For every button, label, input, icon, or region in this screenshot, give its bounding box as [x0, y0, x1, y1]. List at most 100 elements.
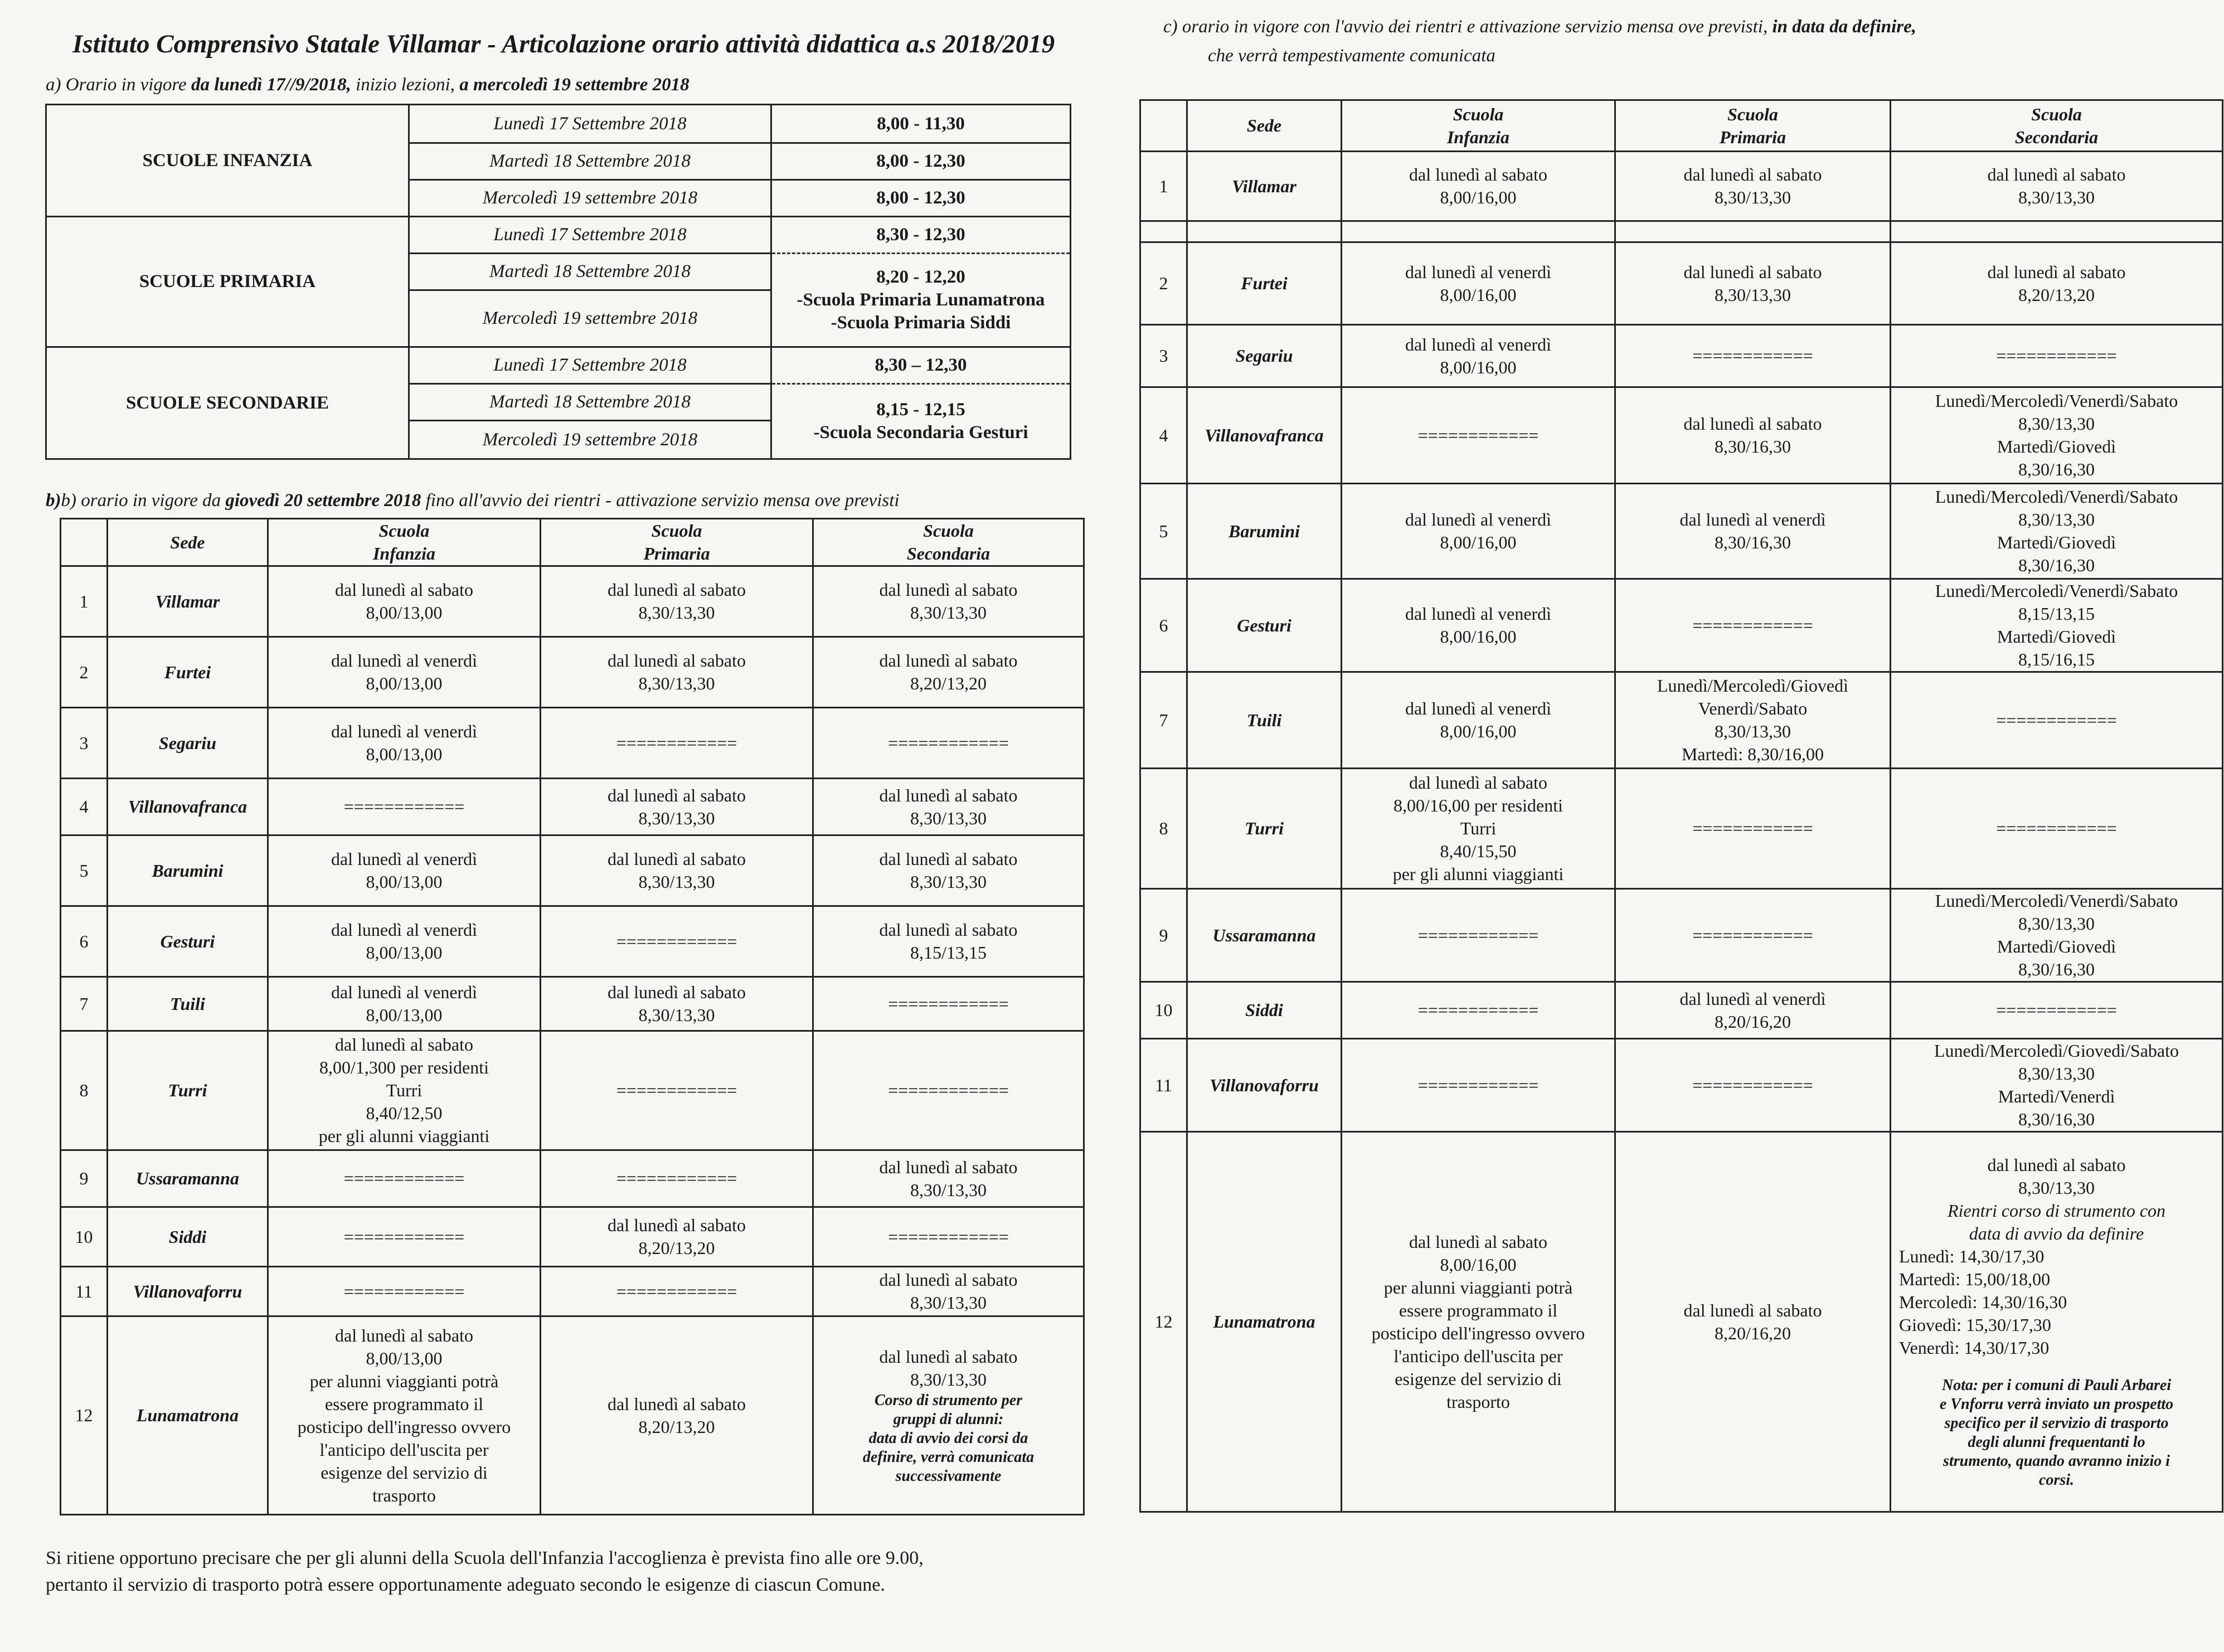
cell-scuola-infanzia: dal lunedì al sabato 8,00/1,300 per resi… [267, 1030, 541, 1151]
cell-text-part: Nota: per i comuni di Pauli Arbarei e Vn… [1939, 1377, 2174, 1489]
cell-scuola-primaria: ============ [540, 1030, 814, 1151]
cell-scuola-primaria: dal lunedì al sabato 8,30/13,30 [540, 565, 814, 638]
time-cell: 8,15 - 12,15 -Scuola Secondaria Gesturi [770, 383, 1071, 460]
table-row: 10 Siddi ============ dal lunedì al sabato … [60, 1206, 1085, 1267]
cell-scuola-infanzia: ============ [1341, 386, 1616, 484]
cell-scuola-infanzia: dal lunedì al venerdì 8,00/13,00 [267, 834, 541, 907]
cell-sede [1186, 220, 1342, 243]
cell-row-number: 10 [1139, 981, 1188, 1039]
day-cell: Lunedì 17 Settembre 2018 [408, 346, 772, 385]
cell-sede: Barumini [1186, 483, 1342, 580]
cell-sede: Villanovafranca [106, 778, 269, 836]
cell-row-number: 3 [60, 707, 108, 779]
table-row: 6 Gesturi dal lunedì al venerdì 8,00/13,00… [60, 905, 1085, 978]
cell-scuola-primaria: dal lunedì al venerdì 8,20/16,20 [1614, 981, 1891, 1039]
header-row: Sede Scuola Infanzia Scuola Primaria Scuola… [1139, 99, 2223, 152]
cell-row-number: 2 [1139, 241, 1188, 325]
cell-scuola-secondaria: ============ [1890, 671, 2223, 769]
cell-scuola-infanzia: ============ [267, 778, 541, 836]
cell-sede: Ussaramanna [1186, 888, 1342, 983]
cell-scuola-primaria: dal lunedì al sabato 8,30/13,30 [1614, 150, 1891, 222]
cell-scuola-secondaria: Lunedì/Mercoledì/Venerdì/Sabato 8,30/13,… [1890, 888, 2223, 983]
cell-scuola-secondaria: dal lunedì al sabato 8,30/13,30 [1890, 150, 2223, 222]
table-row: 5 Barumini dal lunedì al venerdì 8,00/16,0… [1139, 483, 2223, 580]
cell-scuola-primaria: ============ [1614, 767, 1891, 890]
cell-row-number: 10 [60, 1206, 108, 1267]
time-cell: 8,00 - 12,30 [770, 142, 1071, 181]
day-cell: Martedì 18 Settembre 2018 [408, 142, 772, 181]
cell-scuola-secondaria [1890, 220, 2223, 243]
cell-sede: Villanovaforru [106, 1266, 269, 1317]
cell-text-part: dal lunedì al sabato 8,30/13,30 [1987, 1155, 2126, 1198]
header-sede: Sede [1186, 99, 1342, 152]
cell-scuola-primaria: Lunedì/Mercoledì/Giovedì Venerdì/Sabato … [1614, 671, 1891, 769]
section-a-heading: a) Orario in vigore da lunedì 17//9/2018… [46, 75, 689, 95]
cell-scuola-primaria: dal lunedì al sabato 8,30/13,30 [540, 976, 814, 1032]
cell-row-number: 12 [1139, 1131, 1188, 1513]
cell-scuola-infanzia: ============ [1341, 981, 1616, 1039]
table-row: 12 Lunamatrona dal lunedì al sabato 8,00/1… [60, 1315, 1085, 1515]
group-name: SCUOLE PRIMARIA [45, 216, 410, 348]
cell-scuola-infanzia: ============ [267, 1149, 541, 1208]
table-b: Sede Scuola Infanzia Scuola Primaria Scuola… [60, 518, 1085, 1515]
cell-scuola-primaria: ============ [540, 707, 814, 779]
table-row: 7 Tuili dal lunedì al venerdì 8,00/13,00 da… [60, 976, 1085, 1032]
cell-scuola-secondaria: ============ [1890, 767, 2223, 890]
header-scuola-secondaria: Scuola Secondaria [812, 518, 1085, 567]
cell-sede: Lunamatrona [106, 1315, 269, 1515]
cell-scuola-secondaria: ============ [812, 1030, 1085, 1151]
day-cell: Martedì 18 Settembre 2018 [408, 383, 772, 421]
cell-scuola-primaria: dal lunedì al venerdì 8,30/16,30 [1614, 483, 1891, 580]
header-scuola-primaria: Scuola Primaria [1614, 99, 1891, 152]
cell-sede: Turri [1186, 767, 1342, 890]
header-scuola-secondaria: Scuola Secondaria [1890, 99, 2223, 152]
cell-scuola-secondaria: ============ [1890, 324, 2223, 388]
table-row: 10 Siddi ============ dal lunedì al venerdì… [1139, 981, 2223, 1039]
cell-scuola-primaria: ============ [1614, 578, 1891, 673]
cell-scuola-secondaria: Lunedì/Mercoledì/Venerdì/Sabato 8,15/13,… [1890, 578, 2223, 673]
cell-scuola-primaria: dal lunedì al sabato 8,20/13,20 [540, 1206, 814, 1267]
cell-sede: Villanovaforru [1186, 1038, 1342, 1133]
title-subject: Articolazione orario attività didattica … [501, 30, 1055, 59]
cell-scuola-infanzia: dal lunedì al venerdì 8,00/16,00 [1341, 578, 1616, 673]
header-scuola-primaria: Scuola Primaria [540, 518, 814, 567]
section-b-heading: b)b) orario in vigore da giovedì 20 sett… [46, 490, 900, 511]
table-row: 1 Villamar dal lunedì al sabato 8,00/13,00… [60, 565, 1085, 638]
cell-scuola-secondaria: dal lunedì al sabato 8,30/13,30 [812, 778, 1085, 836]
cell-row-number: 11 [60, 1266, 108, 1317]
cell-row-number: 4 [60, 778, 108, 836]
table-a: SCUOLE INFANZIA Lunedì 17 Settembre 2018 8… [45, 104, 1071, 460]
table-row [1139, 220, 2223, 243]
cell-scuola-infanzia: ============ [267, 1266, 541, 1317]
cell-sede: Barumini [106, 834, 269, 907]
footer-note: Si ritiene opportuno precisare che per g… [46, 1548, 924, 1595]
cell-row-number: 12 [60, 1315, 108, 1515]
cell-scuola-secondaria: dal lunedì al sabato 8,30/13,30 Corso di … [812, 1315, 1085, 1515]
cell-sede: Segariu [1186, 324, 1342, 388]
cell-sede: Ussaramanna [106, 1149, 269, 1208]
cell-sede: Gesturi [106, 905, 269, 978]
cell-scuola-infanzia: dal lunedì al venerdì 8,00/13,00 [267, 905, 541, 978]
group-name: SCUOLE SECONDARIE [45, 346, 410, 460]
table-row: 8 Turri dal lunedì al sabato 8,00/16,00 pe… [1139, 767, 2223, 890]
cell-scuola-primaria: dal lunedì al sabato 8,30/13,30 [540, 778, 814, 836]
cell-text-part: Lunedì: 14,30/17,30 Martedì: 15,00/18,00… [1899, 1246, 2067, 1358]
cell-scuola-secondaria: dal lunedì al sabato 8,15/13,15 [812, 905, 1085, 978]
cell-scuola-primaria: ============ [540, 905, 814, 978]
cell-scuola-infanzia: dal lunedì al venerdì 8,00/13,00 [267, 707, 541, 779]
table-row: 4 Villanovafranca ============ dal lunedì a… [60, 778, 1085, 836]
time-cell: 8,00 - 12,30 [770, 179, 1071, 217]
cell-sede: Tuili [106, 976, 269, 1032]
cell-sede: Segariu [106, 707, 269, 779]
table-row: 7 Tuili dal lunedì al venerdì 8,00/16,00 Lu… [1139, 671, 2223, 769]
table-row: 3 Segariu dal lunedì al venerdì 8,00/13,00… [60, 707, 1085, 779]
day-cell: Mercoledì 19 settembre 2018 [408, 420, 772, 460]
cell-scuola-infanzia: dal lunedì al venerdì 8,00/16,00 [1341, 671, 1616, 769]
table-row: 1 Villamar dal lunedì al sabato 8,00/16,00… [1139, 150, 2223, 222]
cell-row-number: 6 [1139, 578, 1188, 673]
cell-scuola-secondaria: ============ [812, 707, 1085, 779]
cell-row-number: 2 [60, 636, 108, 708]
cell-scuola-infanzia: dal lunedì al venerdì 8,00/16,00 [1341, 324, 1616, 388]
cell-scuola-infanzia: dal lunedì al venerdì 8,00/13,00 [267, 636, 541, 708]
day-cell: Mercoledì 19 settembre 2018 [408, 179, 772, 217]
